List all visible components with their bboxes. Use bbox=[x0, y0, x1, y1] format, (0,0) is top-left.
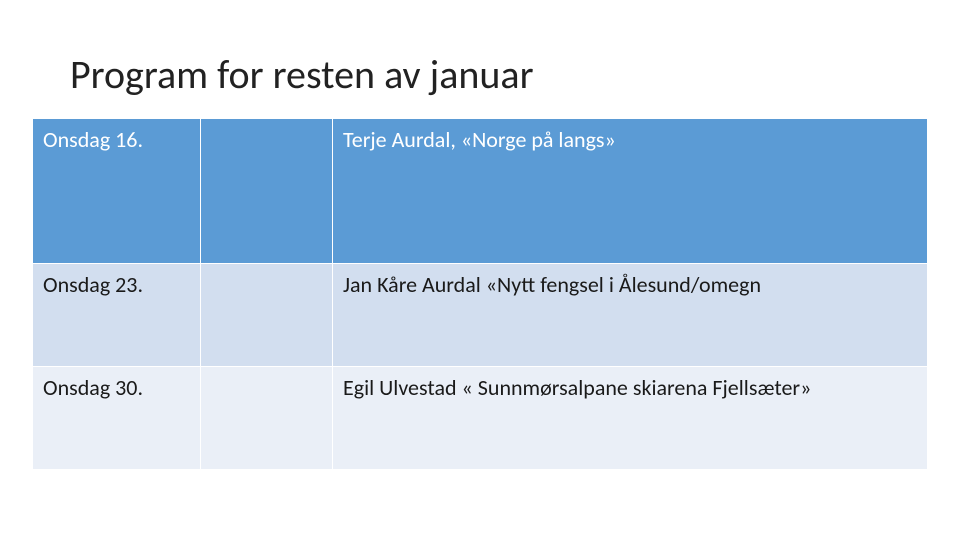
cell-spacer bbox=[201, 264, 333, 366]
cell-date: Onsdag 23. bbox=[33, 264, 201, 366]
slide: Program for resten av januar Onsdag 16. … bbox=[0, 0, 960, 540]
cell-description: Terje Aurdal, «Norge på langs» bbox=[333, 119, 927, 263]
cell-description: Egil Ulvestad « Sunnmørsalpane skiarena … bbox=[333, 367, 927, 469]
cell-description: Jan Kåre Aurdal «Nytt fengsel i Ålesund/… bbox=[333, 264, 927, 366]
cell-date: Onsdag 30. bbox=[33, 367, 201, 469]
page-title: Program for resten av januar bbox=[70, 50, 534, 99]
table-row: Onsdag 23. Jan Kåre Aurdal «Nytt fengsel… bbox=[33, 264, 927, 367]
table-row: Onsdag 30. Egil Ulvestad « Sunnmørsalpan… bbox=[33, 367, 927, 469]
cell-date: Onsdag 16. bbox=[33, 119, 201, 263]
program-table: Onsdag 16. Terje Aurdal, «Norge på langs… bbox=[32, 118, 928, 470]
table-row: Onsdag 16. Terje Aurdal, «Norge på langs… bbox=[33, 119, 927, 264]
cell-spacer bbox=[201, 367, 333, 469]
cell-spacer bbox=[201, 119, 333, 263]
